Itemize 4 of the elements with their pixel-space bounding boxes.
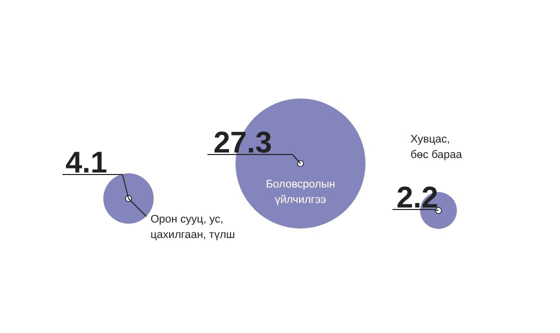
category-label: Орон сууц, ус, цахилгаан, түлш: [150, 214, 236, 242]
data-label: 4.1: [66, 146, 108, 180]
category-label: Хувцас, бөс бараа: [410, 134, 463, 162]
category-label: Боловсролын үйлчилгээ: [266, 178, 336, 206]
